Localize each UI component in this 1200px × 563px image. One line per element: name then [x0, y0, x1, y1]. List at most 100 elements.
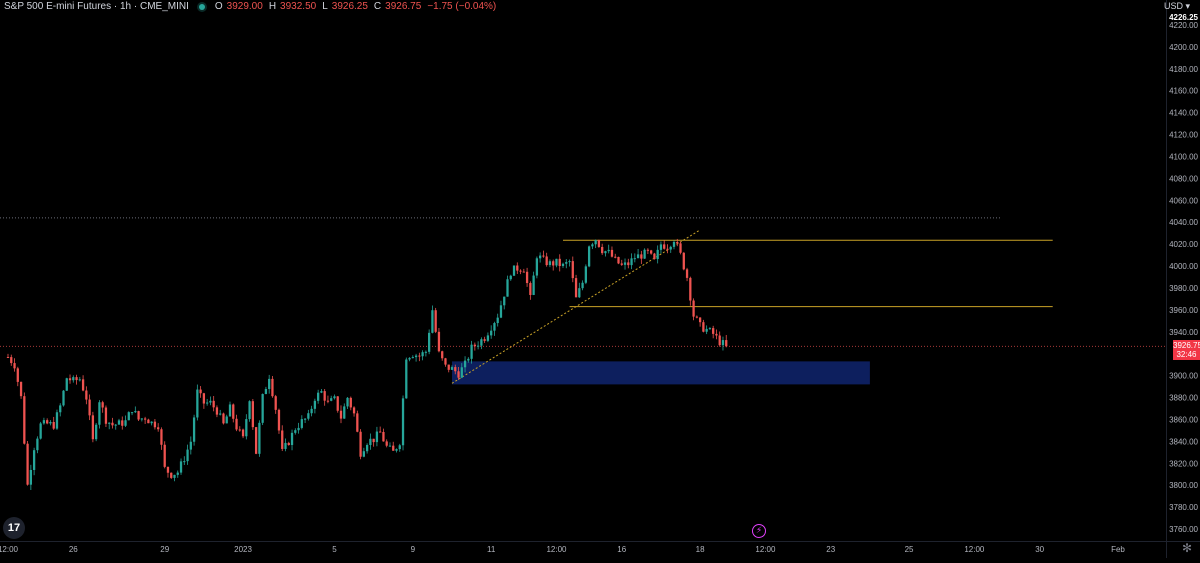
- price-tick-label: 3780.00: [1169, 503, 1198, 512]
- time-tick-label: 18: [696, 545, 705, 554]
- candle-body: [663, 244, 666, 249]
- candle-body: [535, 258, 539, 276]
- low-value: 3926.25: [331, 1, 368, 12]
- price-tick-label: 4120.00: [1169, 131, 1198, 140]
- candle-body: [85, 390, 88, 400]
- market-status-icon: [198, 4, 205, 10]
- candle-body: [437, 331, 441, 352]
- time-tick-label: 23: [826, 545, 835, 554]
- candle-body: [163, 444, 166, 467]
- candle-body: [630, 258, 633, 266]
- candle-body: [568, 261, 571, 263]
- price-tick-label: 4160.00: [1169, 87, 1198, 96]
- candle-body: [6, 356, 10, 358]
- candle-body: [245, 419, 248, 437]
- candle-body: [698, 317, 702, 323]
- price-tick-label: 4100.00: [1169, 152, 1198, 161]
- candle-body: [326, 400, 330, 402]
- candle-body: [552, 261, 555, 266]
- price-tick-label: 4200.00: [1169, 43, 1198, 52]
- candle-body: [418, 355, 421, 357]
- candle-body: [281, 430, 284, 449]
- candle-body: [506, 279, 509, 297]
- price-tick-label: 3900.00: [1169, 372, 1198, 381]
- candle-body: [215, 407, 219, 415]
- candle-body: [140, 418, 143, 420]
- candle-body: [173, 474, 176, 478]
- time-tick-label: 12:00: [964, 545, 985, 554]
- candle-body: [330, 398, 333, 401]
- price-axis: 3760.00 3780.00 3800.00 3820.00 3840.00 3860.…: [1169, 13, 1198, 534]
- candle-body: [62, 390, 65, 406]
- candle-body: [463, 360, 467, 368]
- symbol-title[interactable]: S&P 500 E-mini Futures · 1h · CME_MINI: [4, 1, 189, 12]
- candle-body: [52, 421, 55, 429]
- candle-body: [261, 394, 264, 423]
- currency-selector[interactable]: USD ▾: [1163, 1, 1190, 11]
- candle-body: [424, 351, 428, 353]
- price-tick-label: 4080.00: [1169, 174, 1198, 183]
- candle-body: [356, 413, 359, 432]
- time-tick-label: 2023: [234, 545, 252, 554]
- candle-body: [186, 449, 189, 462]
- price-tick-label: 3800.00: [1169, 481, 1198, 490]
- last-price-label: 3926.75 32:46: [1173, 340, 1200, 361]
- price-tick-label: 4220.00: [1169, 21, 1198, 30]
- tradingview-logo-icon[interactable]: 17: [3, 517, 25, 539]
- candle-body: [516, 265, 519, 271]
- price-tick-label: 3960.00: [1169, 306, 1198, 315]
- candle-body: [493, 323, 496, 331]
- candle-body: [718, 335, 721, 346]
- candle-body: [640, 254, 643, 259]
- price-tick-label: 3940.00: [1169, 328, 1198, 337]
- candle-body: [176, 472, 179, 475]
- candle-body: [300, 419, 303, 428]
- candle-body: [578, 288, 581, 298]
- candle-body: [646, 249, 650, 251]
- candle-body: [614, 256, 617, 258]
- candle-body: [349, 397, 352, 408]
- candle-body: [379, 431, 382, 433]
- candle-body: [659, 244, 663, 250]
- candle-body: [287, 442, 290, 446]
- candle-body: [352, 407, 356, 414]
- candle-body: [620, 263, 623, 265]
- candle-body: [238, 429, 241, 431]
- candle-body: [679, 243, 682, 253]
- open-key: O: [214, 1, 223, 12]
- price-tick-label: 3980.00: [1169, 284, 1198, 293]
- candle-body: [212, 400, 215, 408]
- candle-body: [228, 404, 232, 417]
- event-lightning-icon[interactable]: ⚡: [752, 524, 766, 538]
- candle-body: [548, 261, 552, 266]
- price-tick-label: 4000.00: [1169, 262, 1198, 271]
- candle-body: [653, 253, 656, 260]
- candle-body: [258, 422, 261, 454]
- time-tick-label: 25: [905, 545, 914, 554]
- trendline: [451, 229, 701, 384]
- time-tick-label: 12:00: [755, 545, 776, 554]
- candle-body: [428, 332, 431, 352]
- candle-body: [251, 401, 254, 428]
- candle-body: [421, 352, 424, 357]
- candle-body: [271, 378, 274, 397]
- candle-body: [509, 275, 512, 280]
- candle-body: [313, 400, 317, 409]
- candle-body: [473, 344, 476, 347]
- time-tick-label: 12:00: [0, 545, 19, 554]
- candle-body: [124, 420, 127, 426]
- candle-body: [682, 252, 685, 270]
- candle-body: [65, 378, 68, 391]
- last-price-value: 3926.75: [1173, 341, 1200, 351]
- candle-body: [290, 432, 294, 446]
- time-tick-label: 9: [411, 545, 416, 554]
- settings-gear-icon[interactable]: ✻: [1181, 541, 1192, 555]
- candle-body: [643, 249, 646, 259]
- low-key: L: [322, 1, 328, 12]
- candle-body: [496, 317, 499, 324]
- candle-body: [46, 420, 49, 424]
- price-tick-label: 4040.00: [1169, 218, 1198, 227]
- candle-body: [104, 407, 108, 424]
